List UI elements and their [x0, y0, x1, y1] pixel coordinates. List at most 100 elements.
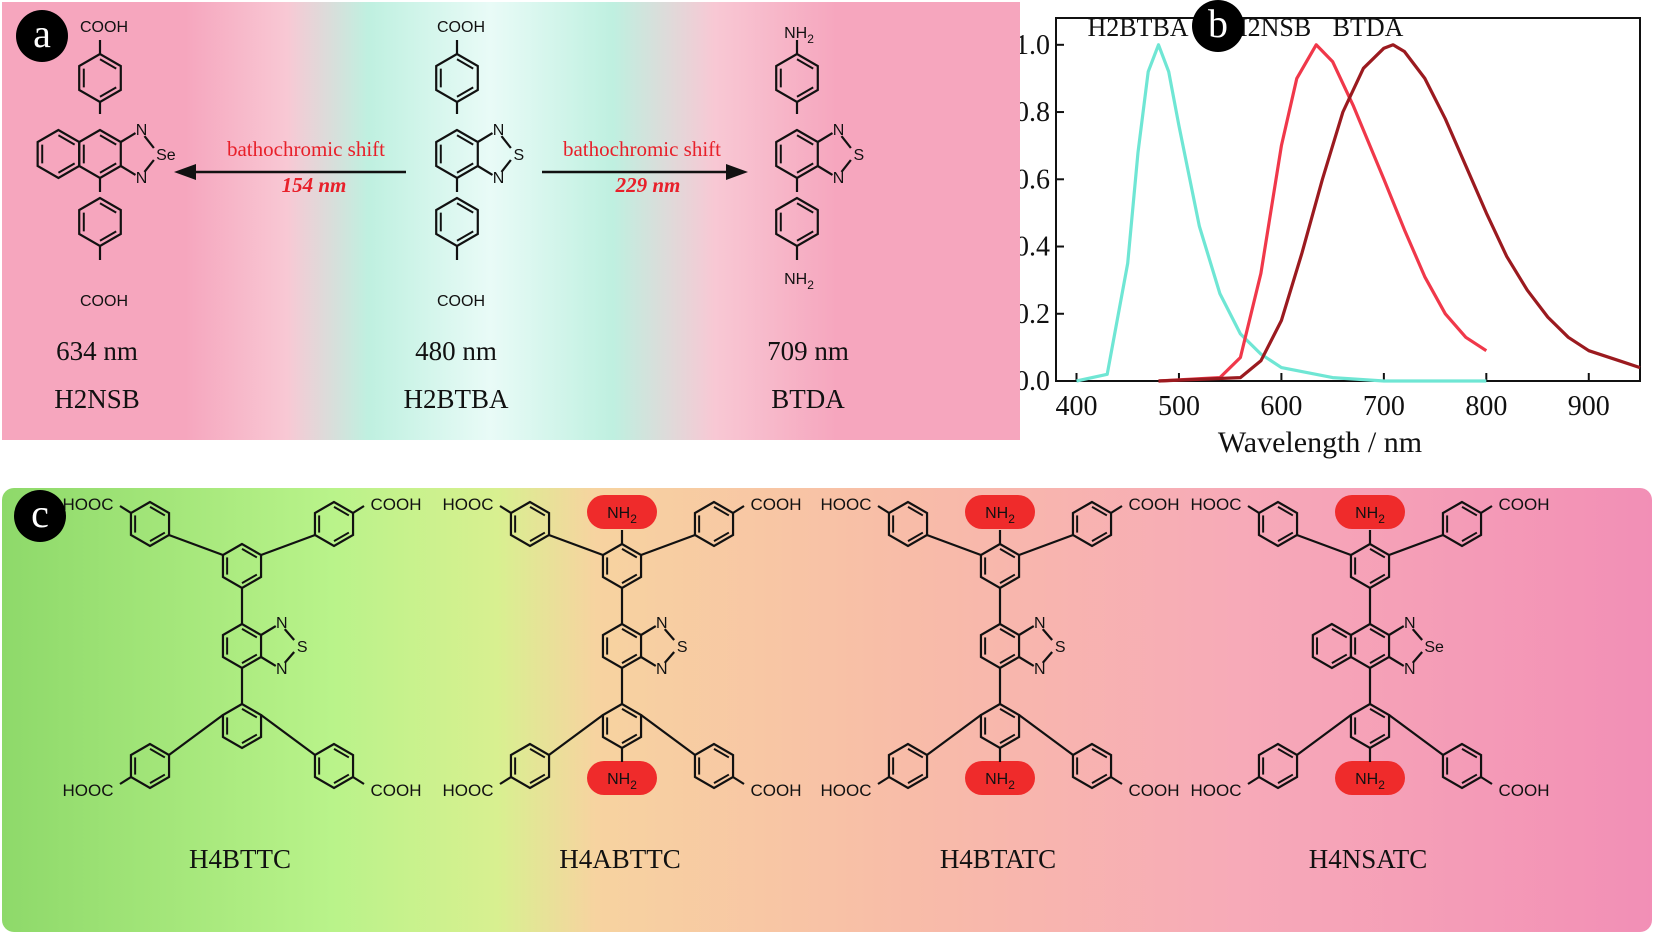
compound-name: H4ABTTC [559, 844, 681, 874]
bond [529, 747, 546, 759]
carboxyl-group: COOH [437, 293, 485, 310]
y-tick-label: 0.2 [1020, 299, 1050, 330]
benzene-ring [509, 742, 551, 790]
heterocycle-n: N [1034, 615, 1046, 632]
benzene-ring [1441, 500, 1483, 548]
bond [1091, 505, 1108, 517]
bond [640, 714, 696, 756]
bond [241, 627, 258, 639]
benzene-ring [1311, 622, 1353, 670]
bond [1091, 531, 1108, 543]
bond [621, 547, 638, 559]
bond [57, 134, 76, 146]
bond [1091, 747, 1108, 759]
bond [143, 135, 155, 149]
h2nsb-structure: COOH N N Se COOH [36, 19, 176, 310]
x-tick-label: 700 [1363, 391, 1405, 422]
heterocycle-n: N [276, 661, 288, 678]
bond [621, 707, 638, 719]
benzene-ring [435, 52, 479, 104]
bond [713, 773, 730, 785]
heterocycle-hetero-atom: S [1055, 639, 1066, 656]
arrow-head-right [726, 164, 748, 180]
bond [817, 165, 834, 176]
bond [283, 628, 295, 641]
right-arrow-label: bathochromic shift [563, 137, 721, 161]
cooh-group: COOH [1129, 495, 1180, 514]
bond [529, 505, 546, 517]
bond [120, 165, 137, 176]
heterocycle-hetero-atom: S [297, 639, 308, 656]
compound-structure-h4btatc: N NS HOOC COOH HOOC COOH NH2 NH2 [821, 495, 1180, 800]
bond [621, 653, 638, 665]
cooh-group: COOH [1499, 781, 1550, 800]
bond [999, 653, 1016, 665]
y-tick-label: 0.8 [1020, 97, 1050, 128]
plot-frame [1055, 17, 1641, 382]
bond [877, 776, 890, 785]
bond [1331, 653, 1348, 665]
bond [99, 134, 117, 146]
bond [99, 162, 117, 174]
bond [999, 547, 1016, 559]
benzene-ring [693, 500, 735, 548]
bond [120, 132, 137, 143]
y-tick-label: 0.0 [1020, 366, 1050, 397]
bond [333, 531, 350, 543]
benzene-ring [601, 542, 643, 590]
bond [241, 547, 258, 559]
bond [621, 573, 638, 585]
compound-structure-h4abttc: N NS HOOC COOH HOOC COOH NH2 NH2 [443, 495, 802, 800]
bond [241, 733, 258, 745]
bond [456, 58, 474, 70]
bond [640, 533, 696, 557]
bond [1369, 627, 1386, 639]
series-line-btda [1158, 43, 1641, 383]
compound-structure-h4bttc: N NS HOOC COOH HOOC COOH [63, 495, 422, 800]
bond [260, 625, 277, 636]
emission-chart: 400 500 600 700 800 900 0.0 0.2 0.4 0.6 0.8 1.0 Wave… [943, 13, 1641, 459]
hooc-group: HOOC [63, 495, 114, 514]
benzene-ring [1071, 742, 1113, 790]
amino-group: NH2 [985, 505, 1015, 526]
bond [1369, 733, 1386, 745]
bond [456, 162, 474, 174]
bond [499, 776, 512, 785]
series-line-h2btba [1076, 43, 1487, 383]
amino-highlight [1335, 495, 1405, 529]
cooh-group: COOH [371, 781, 422, 800]
y-tick-label: 0.6 [1020, 164, 1050, 195]
bond [500, 159, 512, 173]
heterocycle-hetero-atom: Se [1424, 639, 1444, 656]
benzene-ring [221, 542, 263, 590]
compound-name: BTDA [771, 384, 845, 414]
bond [119, 776, 132, 785]
bond [149, 531, 166, 543]
heterocycle-n: N [136, 170, 148, 187]
hooc-group: HOOC [63, 781, 114, 800]
btda-structure: NH2 N NS NH2 [775, 25, 864, 292]
bond [1296, 533, 1352, 557]
bond [1018, 625, 1035, 636]
bond [1277, 773, 1294, 785]
bond [796, 58, 814, 70]
amino-group: NH2 [1355, 771, 1385, 792]
bond [1277, 747, 1294, 759]
benzene-ring [78, 128, 122, 180]
bond [477, 165, 494, 176]
benzene-ring [313, 500, 355, 548]
bond [1461, 531, 1478, 543]
benzene-ring [775, 196, 819, 248]
heterocycle-n: N [493, 122, 505, 139]
bond [732, 505, 745, 514]
compound-name: H4BTTC [189, 844, 291, 874]
benzene-ring [979, 622, 1021, 670]
bond [1018, 533, 1074, 557]
benzene-ring [129, 742, 171, 790]
bond [1369, 573, 1386, 585]
bond [1247, 776, 1260, 785]
bond [1461, 747, 1478, 759]
benzene-ring [693, 742, 735, 790]
bond [907, 505, 924, 517]
